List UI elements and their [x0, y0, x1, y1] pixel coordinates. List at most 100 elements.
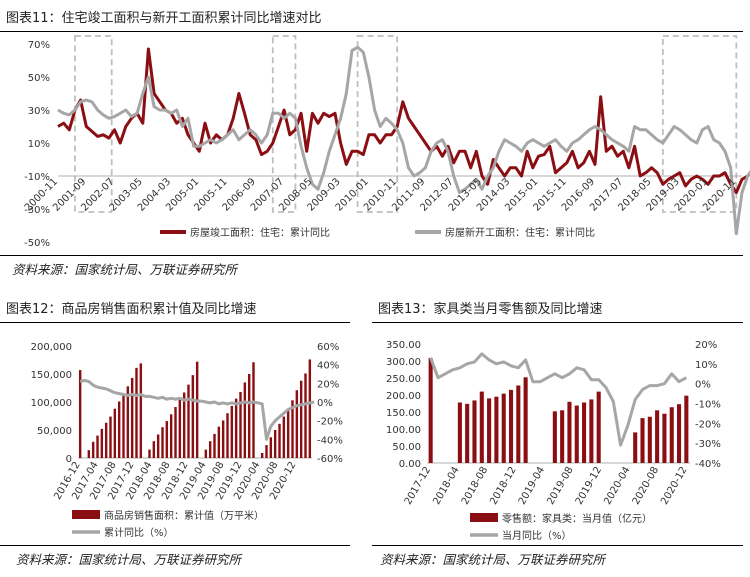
bar: [295, 390, 299, 458]
bar: [269, 437, 273, 458]
bar: [109, 416, 112, 458]
bar: [669, 407, 674, 463]
bar: [662, 413, 667, 463]
y2-tick-label: 60%: [317, 342, 339, 353]
bar: [494, 396, 499, 463]
bar: [596, 391, 601, 463]
y2-tick-label: 40%: [317, 361, 339, 372]
x-tick-label: 2018-04: [431, 465, 461, 507]
bar: [589, 399, 594, 463]
y2-tick-label: -30%: [695, 439, 721, 450]
legend-label-bars: 零售额：家具类：当月值（亿元）: [502, 512, 652, 525]
bar: [523, 377, 528, 463]
source-left: 资料来源：国家统计局、万联证券研究所: [16, 552, 242, 567]
bar: [165, 421, 169, 458]
y2-tick-label: -20%: [317, 417, 343, 428]
bar: [676, 404, 682, 463]
divider-left: [0, 545, 350, 546]
y-tick-label: 30%: [28, 106, 50, 117]
y-tick-label: 250.00: [386, 374, 421, 385]
bar: [213, 433, 216, 458]
divider-top: [0, 255, 743, 256]
legend-label-2: 房屋新开工面积：住宅：累计同比: [445, 226, 595, 239]
bar: [152, 441, 156, 458]
y-tick-label: -50%: [24, 238, 50, 249]
bar: [304, 373, 307, 458]
bar: [428, 357, 433, 463]
legend-label-line: 累计同比（%）: [104, 526, 174, 539]
bar: [273, 430, 277, 458]
bar: [308, 359, 312, 458]
bar: [457, 402, 462, 463]
bar: [230, 405, 234, 458]
y-tick-label: -30%: [24, 205, 50, 216]
bar: [148, 449, 151, 458]
bar: [187, 384, 190, 458]
legend-label-1: 房屋竣工面积：住宅：累计同比: [190, 226, 330, 239]
bar: [508, 389, 514, 463]
source-right: 资料来源：国家统计局、万联证券研究所: [380, 552, 606, 567]
series-line-1: [57, 47, 750, 194]
legend-label-bars: 商品房销售面积：累计值（万平米）: [104, 509, 264, 522]
bar: [78, 370, 82, 458]
y2-tick-label: -40%: [317, 435, 343, 446]
fig13-header: 图表13：家具类当月零售额及同比增速: [372, 297, 743, 323]
bar: [191, 375, 195, 458]
bar: [472, 400, 477, 463]
y-tick-label: 150,000: [31, 370, 72, 381]
bar: [122, 394, 125, 458]
x-tick-label: 2020-04: [602, 465, 632, 507]
y-tick-label: 100.00: [386, 425, 421, 436]
bar: [126, 386, 130, 458]
x-tick-label: 2018-12: [488, 465, 518, 507]
bar: [633, 432, 638, 463]
bar: [479, 391, 484, 463]
bar: [655, 410, 660, 463]
fig11-title: 图表11：住宅竣工面积与新开工面积累计同比增速对比: [6, 11, 322, 26]
bar: [182, 392, 186, 458]
yoy-line: [79, 379, 315, 441]
y2-tick-label: 0%: [317, 398, 333, 409]
y-tick-label: 200,000: [31, 342, 72, 353]
bar: [139, 363, 143, 458]
legend-swatch-bars: [72, 510, 100, 519]
x-tick-label: 2020-08: [631, 465, 661, 507]
bar: [252, 362, 255, 458]
y2-tick-label: -40%: [695, 459, 721, 470]
bar: [234, 398, 238, 458]
y2-tick-label: 0%: [695, 380, 711, 391]
y-tick-label: 200.00: [386, 391, 421, 402]
highlight-box-3: [356, 35, 399, 213]
x-tick-label: 2018-08: [460, 465, 490, 507]
legend-swatch-bars: [470, 513, 498, 522]
bar: [291, 400, 294, 458]
x-tick-label: 2017-12: [403, 465, 433, 507]
bar: [487, 398, 492, 463]
y2-tick-label: -10%: [695, 400, 721, 411]
bar: [552, 411, 557, 463]
bar: [243, 382, 247, 458]
y2-tick-label: -60%: [317, 454, 343, 465]
y-tick-label: 100,000: [31, 398, 72, 409]
bar: [560, 410, 565, 463]
highlight-box-1: [74, 35, 113, 213]
y-tick-label: 150.00: [386, 408, 421, 419]
bar: [169, 414, 173, 458]
fig11-header: 图表11：住宅竣工面积与新开工面积累计同比增速对比: [0, 6, 743, 32]
bar: [265, 445, 268, 458]
bar: [684, 395, 689, 463]
bar: [204, 449, 208, 458]
yoy-line: [429, 352, 688, 447]
x-tick-label: 2020-12: [659, 465, 689, 507]
bar: [178, 399, 182, 458]
bar: [195, 361, 199, 458]
bar: [239, 391, 242, 458]
bar: [130, 377, 134, 458]
y2-tick-label: -20%: [695, 419, 721, 430]
bar: [278, 423, 281, 458]
bar: [260, 452, 264, 458]
bar: [208, 441, 212, 458]
bar: [87, 450, 91, 458]
divider-right: [372, 545, 743, 546]
